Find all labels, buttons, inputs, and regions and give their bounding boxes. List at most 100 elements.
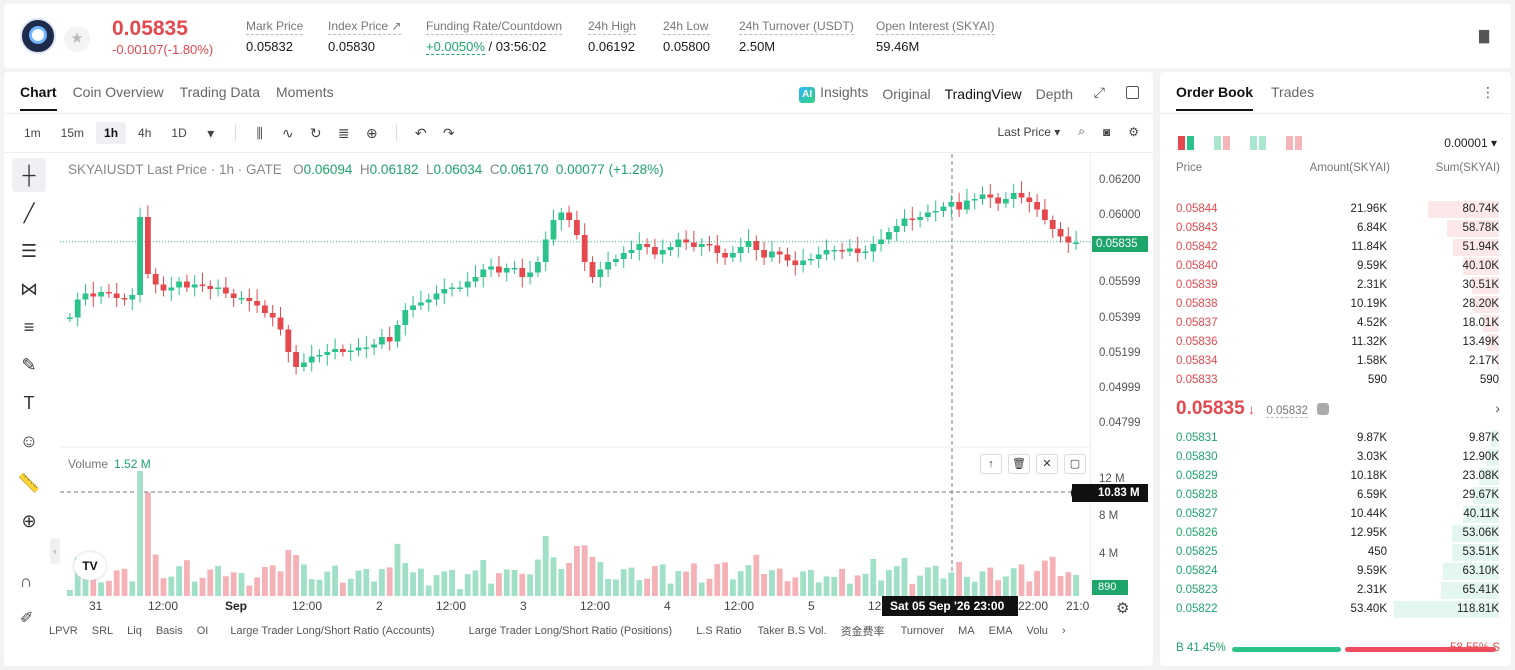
- chevron-down-icon[interactable]: ▾: [207, 124, 215, 141]
- ruler-icon[interactable]: 📏: [17, 472, 41, 493]
- orderbook-row[interactable]: 0.05837 4.52K 18.01K: [1160, 314, 1511, 333]
- zoom-icon[interactable]: ⊕: [21, 510, 37, 531]
- price-type-select[interactable]: Last Price ▾: [997, 124, 1061, 139]
- layout-both-icon[interactable]: [1178, 136, 1194, 150]
- expand-icon[interactable]: ⤢: [1093, 84, 1105, 100]
- indicator-ls-ratio[interactable]: L.S Ratio: [696, 625, 742, 637]
- collapse-tools-icon[interactable]: ‹: [50, 538, 60, 564]
- tab-chart[interactable]: Chart: [20, 84, 57, 111]
- trendline-icon[interactable]: ╱: [23, 202, 35, 223]
- indicator-ls-accounts[interactable]: Large Trader Long/Short Ratio (Accounts): [230, 625, 435, 637]
- stat-funding-rate[interactable]: Funding Rate/Countdown +0.0050% / 03:56:…: [426, 19, 563, 55]
- horizontal-lines-icon[interactable]: ☰: [20, 240, 38, 261]
- orderbook-row[interactable]: 0.05828 6.59K 29.67K: [1160, 486, 1511, 505]
- compare-icon[interactable]: ↻: [309, 124, 322, 141]
- orderbook-row[interactable]: 0.05842 11.84K 51.94K: [1160, 238, 1511, 257]
- indicator-ls-positions[interactable]: Large Trader Long/Short Ratio (Positions…: [468, 625, 673, 637]
- orderbook-row[interactable]: 0.05831 9.87K 9.87K: [1160, 429, 1511, 448]
- more-icon[interactable]: ⋮: [1481, 84, 1495, 100]
- indicator-icon[interactable]: ∿: [281, 124, 294, 141]
- indicator-ma[interactable]: MA: [958, 625, 975, 637]
- layout-bids-icon[interactable]: [1250, 136, 1266, 150]
- delete-icon[interactable]: 🗑: [1008, 454, 1030, 474]
- tab-trading-data[interactable]: Trading Data: [179, 84, 261, 100]
- timeframe-1m[interactable]: 1m: [24, 126, 41, 140]
- candle-type-icon[interactable]: ⫼: [256, 124, 263, 141]
- layout-asks-icon[interactable]: [1286, 136, 1302, 150]
- tab-original[interactable]: Original: [882, 85, 931, 102]
- indicator-funding[interactable]: 资金费率: [840, 626, 885, 638]
- book-icon[interactable]: ▇: [1479, 28, 1489, 43]
- indicator-lpvr[interactable]: LPVR: [49, 625, 78, 637]
- pencil-icon[interactable]: ✐: [20, 610, 34, 627]
- tab-trades[interactable]: Trades: [1271, 84, 1315, 100]
- tab-insights[interactable]: AI Insights: [799, 84, 868, 103]
- collapse-pane-icon[interactable]: ✕: [1036, 454, 1058, 474]
- orderbook-row[interactable]: 0.05833 590 590: [1160, 371, 1511, 390]
- orderbook-row[interactable]: 0.05830 3.03K 12.90K: [1160, 448, 1511, 467]
- timeframe-1h[interactable]: 1h: [96, 122, 127, 144]
- orderbook-row[interactable]: 0.05827 10.44K 40.11K: [1160, 505, 1511, 524]
- orderbook-row[interactable]: 0.05834 1.58K 2.17K: [1160, 352, 1511, 371]
- orderbook-row[interactable]: 0.05843 6.84K 58.78K: [1160, 219, 1511, 238]
- text-icon[interactable]: T: [23, 392, 35, 413]
- mark-price[interactable]: 0.05832: [1266, 405, 1308, 418]
- indicator-volume[interactable]: Volu: [1026, 625, 1048, 637]
- orderbook-row[interactable]: 0.05823 2.31K 65.41K: [1160, 581, 1511, 600]
- orderbook-row[interactable]: 0.05824 9.59K 63.10K: [1160, 562, 1511, 581]
- indicator-turnover[interactable]: Turnover: [900, 625, 945, 637]
- orderbook-row[interactable]: 0.05838 10.19K 28.20K: [1160, 295, 1511, 314]
- template-icon[interactable]: ≣: [337, 124, 350, 141]
- favorite-star-icon[interactable]: ★: [64, 26, 90, 52]
- search-icon[interactable]: ⌕: [1078, 124, 1085, 138]
- timeframe-4h[interactable]: 4h: [138, 126, 152, 140]
- chevron-right-icon[interactable]: ›: [1061, 625, 1066, 637]
- stat-mark-price[interactable]: Mark Price 0.05832: [246, 19, 304, 54]
- indicator-liq[interactable]: Liq: [127, 625, 142, 637]
- emoji-icon[interactable]: ☺: [19, 430, 39, 451]
- fullscreen-icon[interactable]: [1126, 86, 1139, 99]
- pattern-icon[interactable]: ⋈: [20, 278, 38, 299]
- fib-icon[interactable]: ≡: [23, 316, 35, 337]
- indicator-taker-vol[interactable]: Taker B.S Vol.: [757, 625, 827, 637]
- magnet-icon[interactable]: ∩: [20, 572, 33, 591]
- precision-select[interactable]: 0.00001 ▾: [1444, 136, 1497, 150]
- maximize-pane-icon[interactable]: ▢: [1064, 454, 1086, 474]
- undo-icon[interactable]: ↶: [414, 124, 427, 141]
- indicator-oi[interactable]: OI: [196, 625, 209, 637]
- axis-settings-icon[interactable]: ⚙: [1116, 600, 1130, 617]
- indicator-srl[interactable]: SRL: [91, 625, 114, 637]
- tab-depth[interactable]: Depth: [1035, 85, 1073, 102]
- timeframe-1d[interactable]: 1D: [171, 126, 187, 140]
- time-axis[interactable]: 31 12:00 Sep 12:00 2 12:00 3 12:00 4 12:…: [60, 596, 1090, 616]
- crosshair-icon[interactable]: ┼: [12, 158, 46, 192]
- info-icon[interactable]: [1317, 403, 1330, 415]
- price-axis[interactable]: 0.06200 0.06000 0.05599 0.05399 0.05199 …: [1090, 154, 1150, 594]
- chevron-right-icon[interactable]: ›: [1495, 400, 1500, 416]
- redo-icon[interactable]: ↷: [442, 124, 455, 141]
- move-up-icon[interactable]: ↑: [980, 454, 1002, 474]
- orderbook-row[interactable]: 0.05825 450 53.51K: [1160, 543, 1511, 562]
- orderbook-row[interactable]: 0.05829 10.18K 23.08K: [1160, 467, 1511, 486]
- orderbook-row[interactable]: 0.05836 11.32K 13.49K: [1160, 333, 1511, 352]
- orderbook-row[interactable]: 0.05822 53.40K 118.81K: [1160, 600, 1511, 619]
- tab-coin-overview[interactable]: Coin Overview: [72, 84, 164, 100]
- brush-icon[interactable]: ✎: [21, 354, 37, 375]
- camera-icon[interactable]: ◙: [1102, 124, 1111, 139]
- orderbook-row[interactable]: 0.05839 2.31K 30.51K: [1160, 276, 1511, 295]
- candlestick-chart[interactable]: [60, 154, 1090, 596]
- indicator-ema[interactable]: EMA: [988, 625, 1013, 637]
- stat-index-price[interactable]: Index Price ↗ 0.05830: [328, 19, 402, 54]
- orderbook-row[interactable]: 0.05826 12.95K 53.06K: [1160, 524, 1511, 543]
- tab-moments[interactable]: Moments: [276, 84, 334, 100]
- indicator-basis[interactable]: Basis: [155, 625, 183, 637]
- layout-split-icon[interactable]: [1214, 136, 1230, 150]
- add-alert-icon[interactable]: ⊕: [365, 124, 378, 141]
- gear-icon[interactable]: ⚙: [1128, 124, 1139, 139]
- tab-tradingview[interactable]: TradingView: [944, 85, 1022, 102]
- tab-order-book[interactable]: Order Book: [1176, 84, 1254, 111]
- orderbook-row[interactable]: 0.05844 21.96K 80.74K: [1160, 200, 1511, 219]
- row-price: 0.05844: [1176, 203, 1218, 215]
- orderbook-row[interactable]: 0.05840 9.59K 40.10K: [1160, 257, 1511, 276]
- timeframe-15m[interactable]: 15m: [60, 126, 85, 140]
